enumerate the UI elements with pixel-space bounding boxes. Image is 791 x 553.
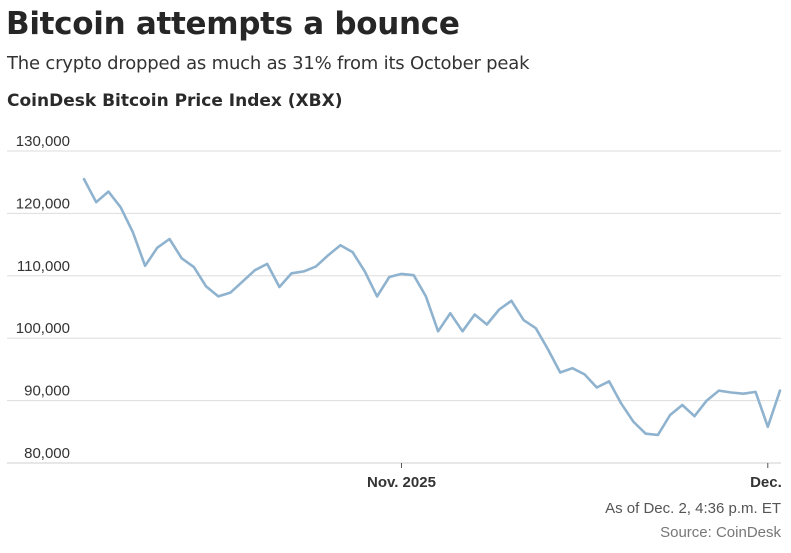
y-tick-label: 90,000 [24,383,70,400]
price-line [82,177,782,437]
source-note: Source: CoinDesk [660,524,781,541]
y-tick-label: 80,000 [24,445,70,462]
x-axis-ticks: Nov. 2025 Dec. [367,463,782,491]
y-axis-ticks: 130,000 120,000 110,000 100,000 90,000 80,000 [16,133,70,462]
as-of-note: As of Dec. 2, 4:36 p.m. ET [605,500,781,517]
chart-subtitle: The crypto dropped as much as 31% from i… [7,53,530,74]
y-tick-label: 120,000 [16,195,70,212]
chart-title: Bitcoin attempts a bounce [6,6,460,42]
gridlines [7,150,781,464]
x-tick-label: Nov. 2025 [367,474,436,491]
y-tick-label: 110,000 [17,258,70,275]
series-label: CoinDesk Bitcoin Price Index (XBX) [7,91,343,111]
series-group [82,177,782,437]
y-tick-label: 130,000 [16,133,70,150]
x-tick-label: Dec. [750,474,782,491]
y-tick-label: 100,000 [16,320,70,337]
